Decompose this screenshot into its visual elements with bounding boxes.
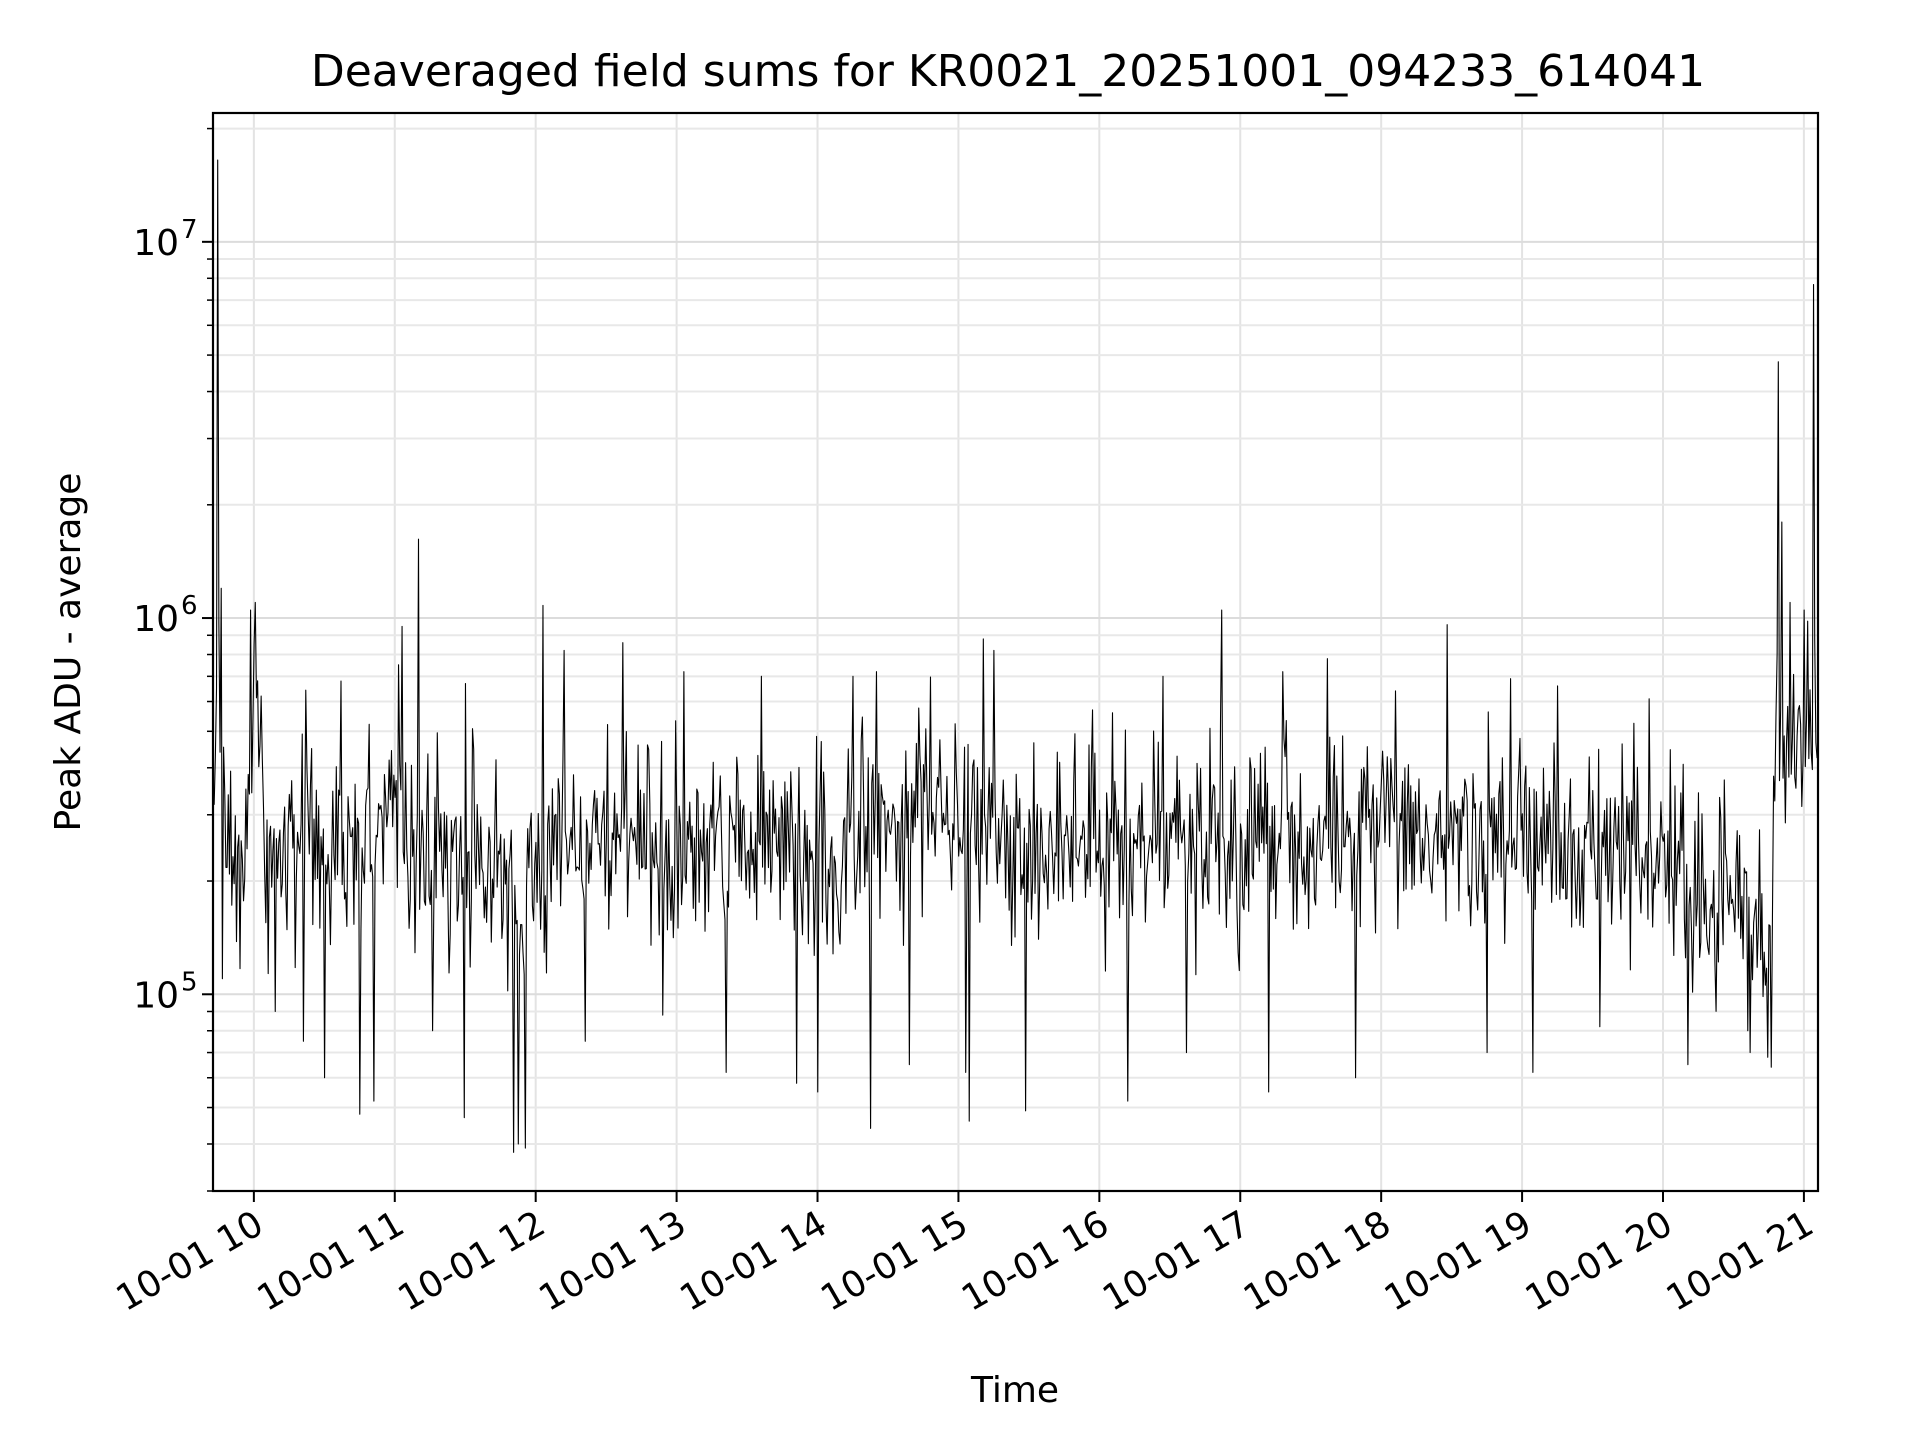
y-tick-exponent: 5 <box>181 967 198 997</box>
y-tick-label: 10 <box>133 223 179 264</box>
series-group <box>212 159 1818 1153</box>
x-axis-label: Time <box>970 1370 1059 1411</box>
y-tick-exponent: 7 <box>181 215 198 245</box>
y-axis-label: Peak ADU - average <box>48 473 89 832</box>
series-line <box>212 159 1818 1153</box>
y-tick-label: 10 <box>133 975 179 1016</box>
chart-title: Deaveraged field sums for KR0021_2025100… <box>311 46 1705 97</box>
y-tick-label: 10 <box>133 599 179 640</box>
y-tick-exponent: 6 <box>181 591 198 621</box>
plot-frame <box>211 111 1820 1193</box>
